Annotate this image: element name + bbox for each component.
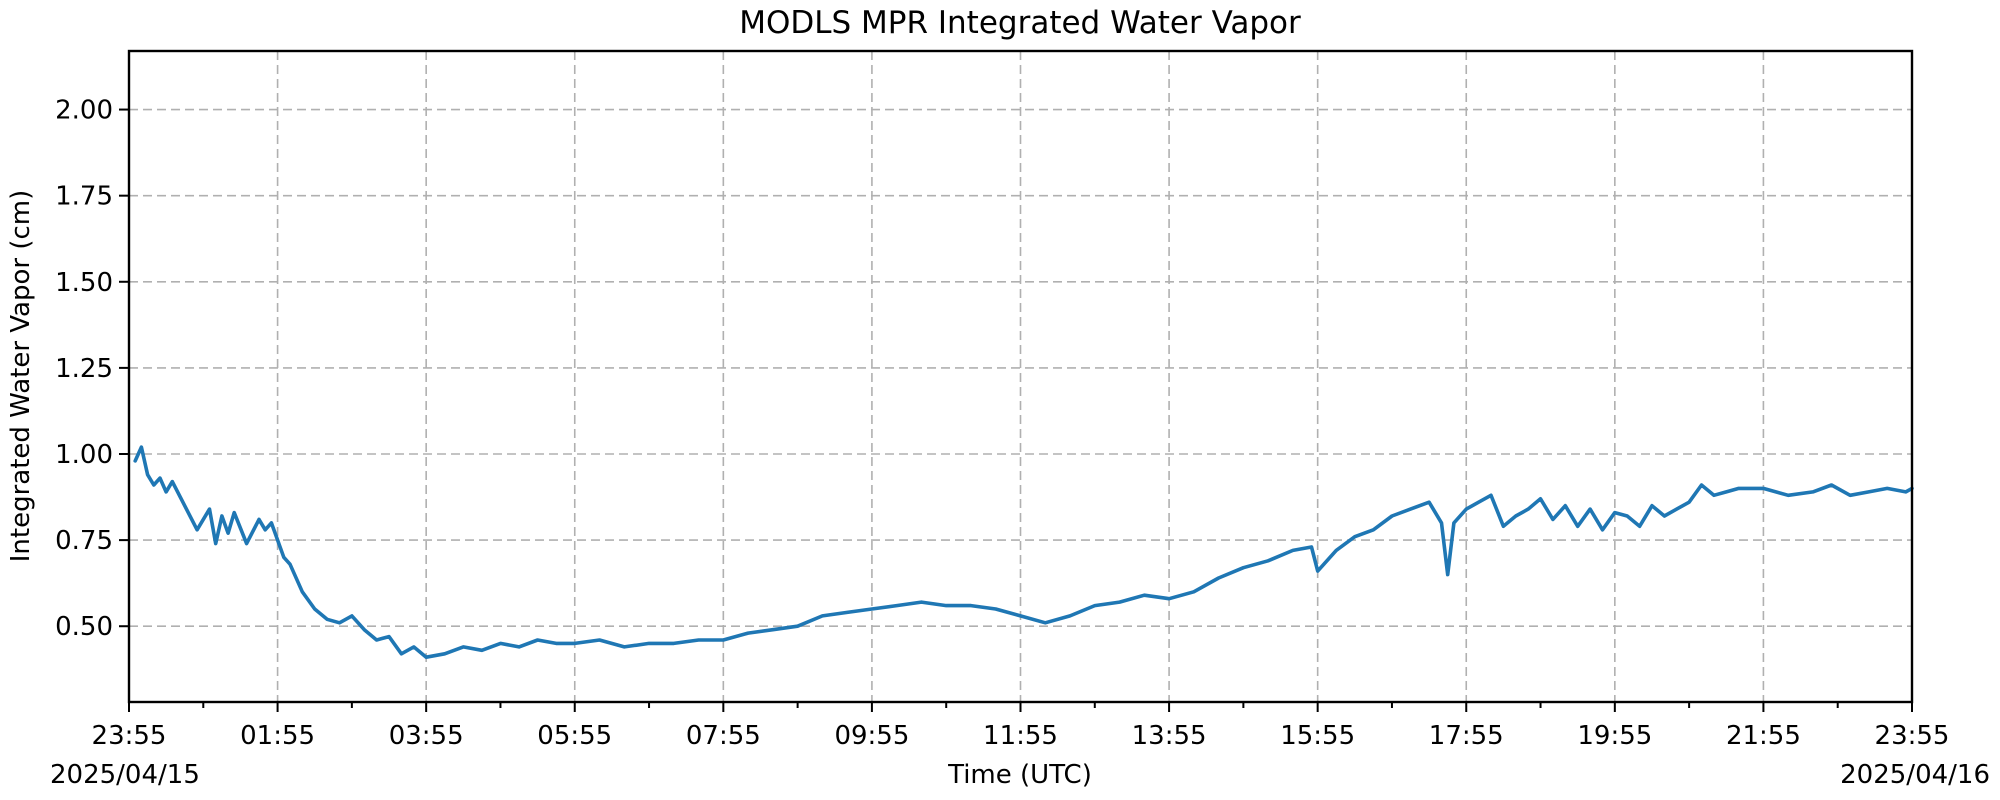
- chart-title: MODLS MPR Integrated Water Vapor: [739, 5, 1301, 41]
- x-tick-label: 19:55: [1577, 721, 1652, 751]
- x-axis-label: Time (UTC): [947, 760, 1092, 790]
- x-tick-label: 11:55: [983, 721, 1058, 751]
- x-end-date-label: 2025/04/16: [1840, 760, 1990, 790]
- series-layer: [133, 445, 1914, 660]
- y-tick-label: 2.00: [55, 96, 113, 126]
- x-tick-label: 01:55: [240, 721, 315, 751]
- y-tick-label: 1.50: [55, 268, 113, 298]
- x-tick-label: 23:55: [1875, 721, 1950, 751]
- x-tick-label: 09:55: [834, 721, 909, 751]
- y-tick-label: 1.25: [55, 354, 113, 384]
- y-tick-label: 1.75: [55, 182, 113, 212]
- y-tick-label: 0.75: [55, 526, 113, 556]
- tick-layer: 23:55 01:55 03:55 05:55 07:55 09:55 11:55 13:55…: [55, 96, 1949, 751]
- y-tick-label: 1.00: [55, 440, 113, 470]
- x-start-date-label: 2025/04/15: [50, 760, 200, 790]
- grid-layer: [129, 51, 1912, 702]
- x-tick-label: 15:55: [1280, 721, 1355, 751]
- y-tick-label: 0.50: [55, 612, 113, 642]
- x-tick-label: 05:55: [537, 721, 612, 751]
- x-tick-label: 21:55: [1726, 721, 1801, 751]
- y-axis-label: Integrated Water Vapor (cm): [6, 190, 36, 563]
- x-tick-label: 13:55: [1132, 721, 1207, 751]
- series-line: [133, 445, 1914, 660]
- x-tick-label: 23:55: [92, 721, 167, 751]
- x-tick-label: 07:55: [686, 721, 761, 751]
- x-tick-label: 17:55: [1429, 721, 1504, 751]
- x-tick-label: 03:55: [389, 721, 464, 751]
